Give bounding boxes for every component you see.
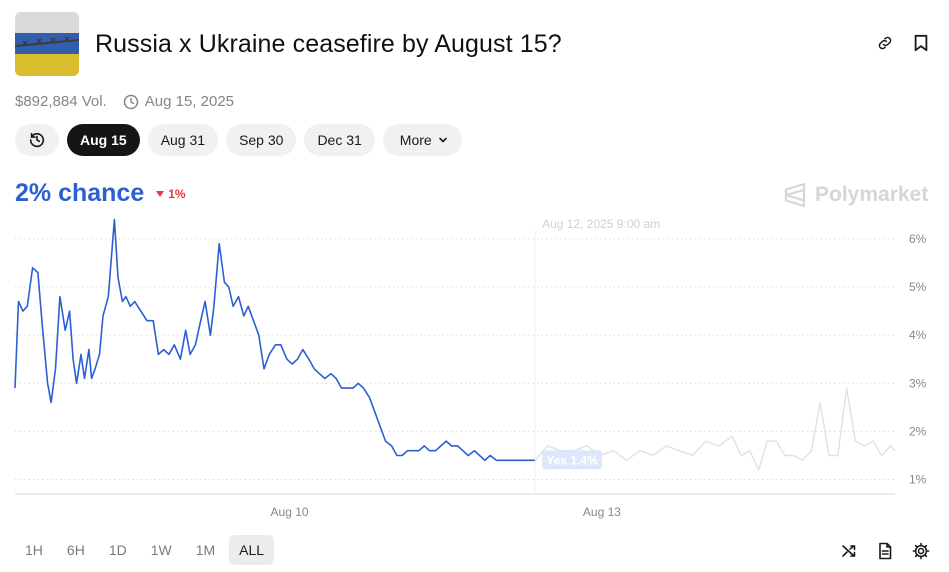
- tab-aug-15[interactable]: Aug 15: [67, 124, 140, 156]
- triangle-down-icon: [156, 190, 165, 197]
- hover-series-label: Yes 1.4%: [546, 453, 598, 467]
- y-tick-label: 6%: [909, 232, 927, 246]
- range-6h[interactable]: 6H: [66, 542, 85, 558]
- x-tick-label: Aug 13: [583, 505, 621, 519]
- end-date-text: Aug 15, 2025: [144, 93, 235, 110]
- tab-aug-31[interactable]: Aug 31: [147, 124, 219, 156]
- clock-icon: [123, 94, 139, 110]
- series-line-projection: [534, 387, 896, 471]
- tab-dec-31[interactable]: Dec 31: [304, 124, 375, 156]
- y-tick-label: 3%: [909, 376, 927, 390]
- range-1d[interactable]: 1D: [108, 542, 127, 558]
- link-icon[interactable]: [874, 32, 896, 54]
- tab-sep-30[interactable]: Sep 30: [226, 124, 297, 156]
- x-tick-label: Aug 10: [271, 505, 309, 519]
- market-meta: $892,884 Vol. Aug 15, 2025: [15, 93, 234, 110]
- chance-summary: 2% chance 1%: [15, 179, 186, 208]
- chance-delta: 1%: [156, 186, 186, 201]
- settings-icon[interactable]: [911, 541, 931, 561]
- more-label: More: [399, 132, 432, 148]
- market-header: Russia x Ukraine ceasefire by August 15?: [15, 12, 935, 76]
- chance-value: 2% chance: [15, 179, 145, 207]
- chance-delta-value: 1%: [168, 186, 186, 201]
- series-line-yes: [14, 218, 536, 462]
- hover-badge: [542, 450, 603, 470]
- brand-name: Polymarket: [815, 183, 929, 206]
- time-range-selector: 1H 6H 1D 1W 1M ALL: [15, 535, 275, 565]
- hover-time-label: Aug 12, 2025 9:00 am: [542, 217, 660, 231]
- range-1m[interactable]: 1M: [195, 542, 216, 558]
- y-tick-label: 4%: [909, 328, 927, 342]
- shuffle-icon[interactable]: [839, 541, 859, 561]
- polymarket-logo-icon: [784, 182, 806, 208]
- range-all[interactable]: ALL: [229, 535, 275, 565]
- document-icon[interactable]: [875, 541, 895, 561]
- y-tick-label: 2%: [909, 424, 927, 438]
- range-1w[interactable]: 1W: [150, 542, 172, 558]
- y-tick-label: 5%: [909, 280, 927, 294]
- volume-text: $892,884 Vol.: [15, 93, 107, 110]
- history-button[interactable]: [15, 124, 59, 156]
- y-tick-label: 1%: [909, 473, 927, 487]
- history-icon: [28, 131, 46, 149]
- more-dropdown[interactable]: More: [382, 124, 462, 156]
- polymarket-watermark: Polymarket: [783, 182, 928, 208]
- market-title: Russia x Ukraine ceasefire by August 15?: [95, 30, 562, 58]
- bookmark-icon[interactable]: [910, 32, 932, 54]
- date-tabs: Aug 15 Aug 31 Sep 30 Dec 31 More: [15, 124, 462, 156]
- market-flag-image: [15, 12, 79, 76]
- range-1h[interactable]: 1H: [25, 542, 43, 558]
- price-chart[interactable]: 1% 2% 3% 4% 5% 6% Aug 10 Aug 13 Aug 12, 2025 9:0…: [0, 210, 949, 530]
- chevron-down-icon: [438, 135, 448, 145]
